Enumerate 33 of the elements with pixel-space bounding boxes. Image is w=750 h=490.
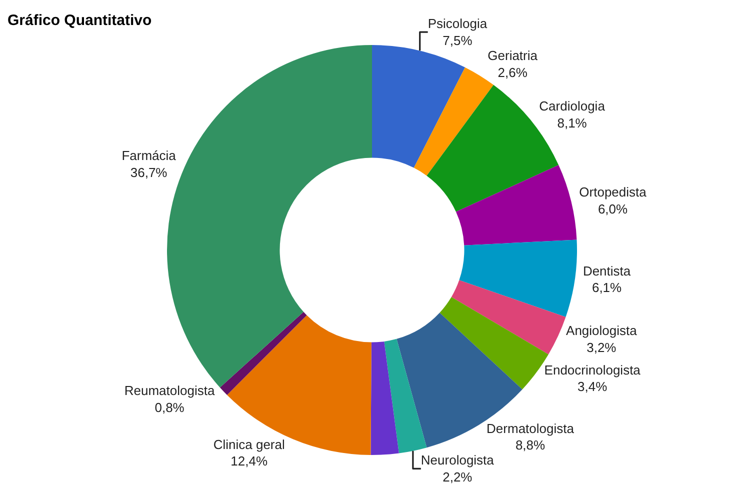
data-label: 7,5%: [442, 33, 473, 48]
data-label: 3,4%: [578, 379, 608, 394]
chart-title: Gráfico Quantitativo: [8, 12, 152, 30]
slice-label: Ortopedista: [579, 184, 648, 200]
data-label: 8,8%: [515, 438, 546, 453]
data-label: 3,2%: [586, 340, 617, 355]
slice-label: Cardiologia: [539, 98, 606, 114]
donut-slice: [456, 165, 577, 246]
donut-slice: [220, 312, 307, 395]
donut-slice: [372, 45, 466, 168]
slice-label: Reumatologista: [124, 382, 216, 398]
donut-slice: [414, 67, 494, 176]
data-label: 36,7%: [130, 165, 168, 180]
data-label: 12,4%: [230, 454, 268, 469]
slice-label: Neurologista: [420, 452, 495, 468]
data-label: 0,8%: [154, 400, 185, 415]
donut-slice: [384, 338, 427, 454]
data-label: 8,1%: [557, 115, 588, 130]
data-label: 6,1%: [592, 280, 622, 296]
slice-label: Endocrinologista: [544, 362, 642, 378]
slice-label: Dentista: [582, 263, 632, 278]
slice-label: Dermatologista: [486, 420, 575, 436]
donut-slice: [459, 240, 577, 318]
slice-label: Psicologia: [428, 16, 488, 32]
data-label: 2,2%: [442, 470, 473, 485]
slice-label: Clinica geral: [213, 436, 285, 452]
slice-label: Angiologista: [566, 322, 638, 338]
data-label: 2,6%: [498, 64, 528, 80]
data-label: 6,0%: [598, 202, 628, 217]
slice-label: Geriatria: [488, 48, 538, 64]
slice-label: Farmácia: [122, 148, 177, 164]
donut-slice: [370, 341, 399, 455]
donut-slice: [451, 280, 566, 354]
